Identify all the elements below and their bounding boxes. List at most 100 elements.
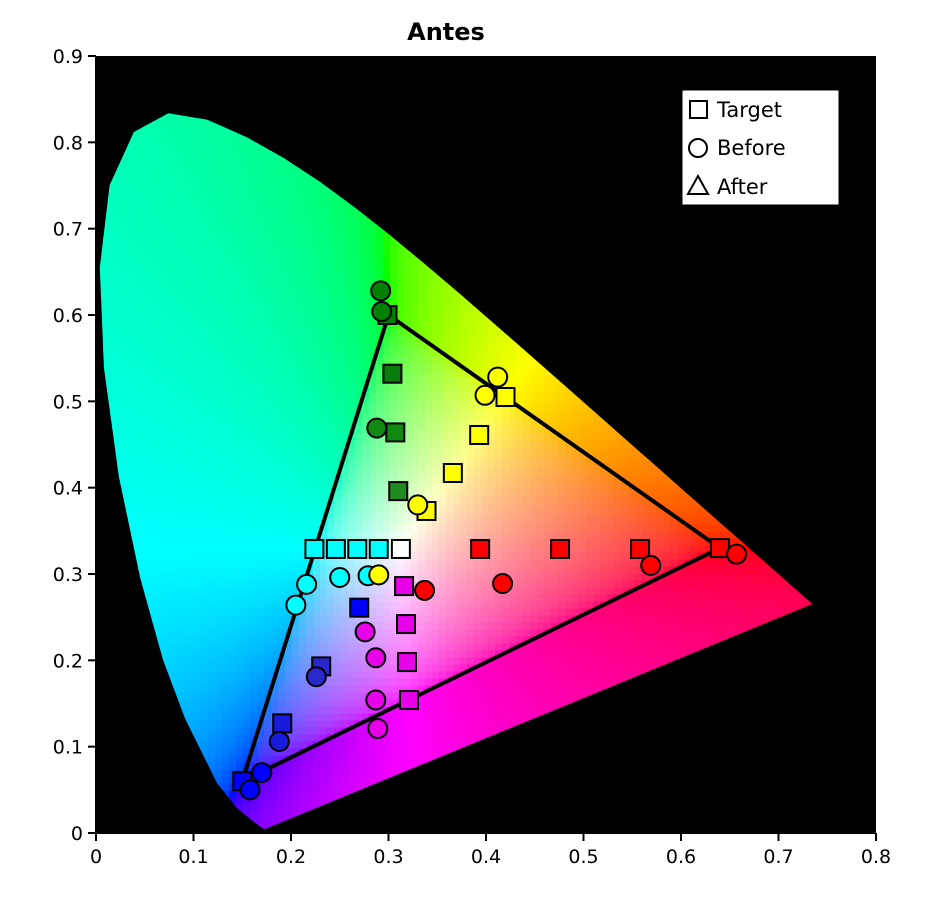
locus-cell: [390, 503, 398, 512]
locus-cell: [306, 321, 314, 330]
locus-cell: [187, 412, 195, 421]
locus-cell: [152, 314, 160, 323]
locus-cell: [334, 454, 342, 463]
locus-cell: [159, 552, 167, 561]
locus-cell: [110, 216, 118, 225]
locus-cell: [369, 496, 377, 505]
locus-cell: [166, 524, 174, 533]
locus-cell: [299, 552, 307, 561]
locus-cell: [341, 706, 349, 715]
locus-cell: [257, 195, 265, 204]
locus-cell: [194, 146, 202, 155]
locus-cell: [313, 314, 321, 323]
locus-cell: [145, 545, 153, 554]
locus-cell: [257, 615, 265, 624]
locus-cell: [264, 195, 272, 204]
locus-cell: [222, 384, 230, 393]
locus-cell: [166, 650, 174, 659]
locus-cell: [355, 377, 363, 386]
locus-cell: [243, 223, 251, 232]
locus-cell: [117, 244, 125, 253]
locus-cell: [411, 594, 419, 603]
locus-cell: [103, 209, 111, 218]
locus-cell: [299, 419, 307, 428]
locus-cell: [208, 216, 216, 225]
locus-cell: [138, 356, 146, 365]
locus-cell: [306, 804, 314, 813]
locus-cell: [292, 636, 300, 645]
locus-cell: [117, 468, 125, 477]
locus-cell: [152, 209, 160, 218]
locus-cell: [229, 335, 237, 344]
locus-cell: [341, 328, 349, 337]
locus-cell: [418, 349, 426, 358]
locus-cell: [166, 349, 174, 358]
locus-cell: [138, 265, 146, 274]
locus-cell: [236, 412, 244, 421]
locus-cell: [229, 482, 237, 491]
locus-cell: [383, 671, 391, 680]
locus-cell: [215, 727, 223, 736]
locus-cell: [243, 328, 251, 337]
locus-cell: [194, 594, 202, 603]
locus-cell: [236, 797, 244, 806]
locus-cell: [369, 468, 377, 477]
locus-cell: [166, 286, 174, 295]
locus-cell: [313, 524, 321, 533]
locus-cell: [355, 223, 363, 232]
locus-cell: [383, 622, 391, 631]
locus-cell: [264, 573, 272, 582]
locus-cell: [243, 146, 251, 155]
locus-cell: [390, 237, 398, 246]
locus-cell: [145, 377, 153, 386]
locus-cell: [250, 412, 258, 421]
locus-cell: [418, 377, 426, 386]
locus-cell: [124, 454, 132, 463]
locus-cell: [264, 335, 272, 344]
locus-cell: [145, 321, 153, 330]
locus-cell: [348, 762, 356, 771]
locus-cell: [271, 685, 279, 694]
locus-cell: [250, 384, 258, 393]
locus-cell: [152, 279, 160, 288]
locus-cell: [229, 643, 237, 652]
locus-cell: [348, 587, 356, 596]
locus-cell: [201, 741, 209, 750]
locus-cell: [411, 545, 419, 554]
locus-cell: [159, 594, 167, 603]
locus-cell: [173, 293, 181, 302]
locus-cell: [152, 622, 160, 631]
locus-cell: [166, 503, 174, 512]
locus-cell: [271, 636, 279, 645]
locus-cell: [285, 538, 293, 547]
locus-cell: [222, 132, 230, 141]
locus-cell: [327, 566, 335, 575]
locus-cell: [194, 440, 202, 449]
locus-cell: [250, 657, 258, 666]
locus-cell: [138, 482, 146, 491]
locus-cell: [110, 265, 118, 274]
locus-cell: [250, 405, 258, 414]
locus-cell: [166, 377, 174, 386]
locus-cell: [404, 398, 412, 407]
locus-cell: [383, 412, 391, 421]
locus-cell: [236, 146, 244, 155]
locus-cell: [348, 657, 356, 666]
locus-cell: [327, 692, 335, 701]
locus-cell: [131, 342, 139, 351]
locus-cell: [250, 265, 258, 274]
locus-cell: [222, 629, 230, 638]
locus-cell: [236, 384, 244, 393]
locus-cell: [418, 286, 426, 295]
locus-cell: [117, 377, 125, 386]
locus-cell: [285, 811, 293, 820]
locus-cell: [159, 650, 167, 659]
locus-cell: [243, 440, 251, 449]
locus-cell: [257, 734, 265, 743]
locus-cell: [194, 391, 202, 400]
locus-cell: [194, 153, 202, 162]
locus-cell: [138, 426, 146, 435]
locus-cell: [194, 293, 202, 302]
locus-cell: [369, 251, 377, 260]
locus-cell: [285, 272, 293, 281]
